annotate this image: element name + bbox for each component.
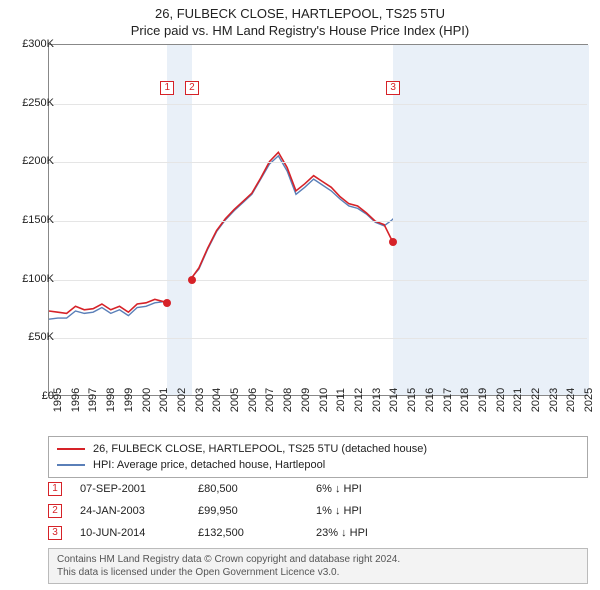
y-axis-label: £50K (10, 331, 54, 343)
chart-plot-area: 12 3 (48, 44, 588, 396)
sale-point (163, 299, 171, 307)
sale-marker-mini: 2 (48, 504, 62, 518)
legend-swatch (57, 464, 85, 466)
y-axis-label: £100K (10, 273, 54, 285)
sale-date: 07-SEP-2001 (80, 483, 180, 495)
x-axis-label: 2014 (388, 388, 400, 412)
x-axis-label: 2003 (194, 388, 206, 412)
x-axis-label: 2021 (512, 388, 524, 412)
x-axis-label: 2011 (335, 388, 347, 412)
x-axis-label: 2009 (300, 388, 312, 412)
legend: 26, FULBECK CLOSE, HARTLEPOOL, TS25 5TU … (48, 436, 588, 478)
sale-row: 2 24-JAN-2003 £99,950 1% ↓ HPI (48, 500, 588, 522)
x-axis-label: 2025 (583, 388, 595, 412)
chart-subtitle: Price paid vs. HM Land Registry's House … (0, 23, 600, 38)
legend-row: HPI: Average price, detached house, Hart… (57, 457, 579, 473)
x-axis-label: 2016 (424, 388, 436, 412)
x-axis-label: 2012 (353, 388, 365, 412)
sale-row: 3 10-JUN-2014 £132,500 23% ↓ HPI (48, 522, 588, 544)
sale-marker: 3 (386, 81, 400, 95)
gridline (49, 338, 587, 339)
x-axis-label: 2002 (176, 388, 188, 412)
gridline (49, 104, 587, 105)
x-axis-label: 2020 (495, 388, 507, 412)
x-axis-label: 2010 (318, 388, 330, 412)
x-axis-label: 2005 (229, 388, 241, 412)
sale-point (389, 238, 397, 246)
x-axis-label: 2015 (406, 388, 418, 412)
sale-marker: 1 (160, 81, 174, 95)
y-axis-label: £150K (10, 214, 54, 226)
legend-label: HPI: Average price, detached house, Hart… (93, 457, 325, 473)
sale-date: 24-JAN-2003 (80, 505, 180, 517)
x-axis-label: 1999 (123, 388, 135, 412)
x-axis-label: 2001 (158, 388, 170, 412)
chart-address: 26, FULBECK CLOSE, HARTLEPOOL, TS25 5TU (0, 6, 600, 21)
footer-line: Contains HM Land Registry data © Crown c… (57, 553, 579, 566)
x-axis-label: 1995 (52, 388, 64, 412)
sale-marker-mini: 1 (48, 482, 62, 496)
gridline (49, 162, 587, 163)
projection-band (393, 45, 589, 395)
sale-delta: 23% ↓ HPI (316, 527, 416, 539)
x-axis-label: 2004 (211, 388, 223, 412)
x-axis-label: 2024 (565, 388, 577, 412)
sale-point (188, 276, 196, 284)
x-axis-label: 2018 (459, 388, 471, 412)
gridline (49, 221, 587, 222)
licence-footer: Contains HM Land Registry data © Crown c… (48, 548, 588, 584)
gridline (49, 280, 587, 281)
x-axis-label: 2017 (442, 388, 454, 412)
sale-price: £80,500 (198, 483, 298, 495)
x-axis-label: 1996 (70, 388, 82, 412)
legend-swatch (57, 448, 85, 450)
y-axis-label: £300K (10, 38, 54, 50)
sale-row: 1 07-SEP-2001 £80,500 6% ↓ HPI (48, 478, 588, 500)
x-axis-label: 2000 (141, 388, 153, 412)
x-axis-label: 2008 (282, 388, 294, 412)
sale-marker-mini: 3 (48, 526, 62, 540)
x-axis-label: 1998 (105, 388, 117, 412)
sale-marker: 2 (185, 81, 199, 95)
y-axis-label: £0 (10, 390, 54, 402)
legend-row: 26, FULBECK CLOSE, HARTLEPOOL, TS25 5TU … (57, 441, 579, 457)
x-axis-label: 2006 (247, 388, 259, 412)
sale-price: £132,500 (198, 527, 298, 539)
chart-header: 26, FULBECK CLOSE, HARTLEPOOL, TS25 5TU … (0, 0, 600, 42)
y-axis-label: £200K (10, 155, 54, 167)
x-axis-label: 2022 (530, 388, 542, 412)
sale-delta: 6% ↓ HPI (316, 483, 416, 495)
sale-delta: 1% ↓ HPI (316, 505, 416, 517)
x-axis-label: 2007 (264, 388, 276, 412)
sale-date: 10-JUN-2014 (80, 527, 180, 539)
x-axis-label: 2023 (548, 388, 560, 412)
legend-label: 26, FULBECK CLOSE, HARTLEPOOL, TS25 5TU … (93, 441, 427, 457)
projection-band (167, 45, 192, 395)
sales-table: 1 07-SEP-2001 £80,500 6% ↓ HPI 2 24-JAN-2003 £… (48, 478, 588, 544)
x-axis-label: 1997 (87, 388, 99, 412)
footer-line: This data is licensed under the Open Gov… (57, 566, 579, 579)
x-axis-label: 2013 (371, 388, 383, 412)
x-axis-label: 2019 (477, 388, 489, 412)
y-axis-label: £250K (10, 97, 54, 109)
sale-price: £99,950 (198, 505, 298, 517)
